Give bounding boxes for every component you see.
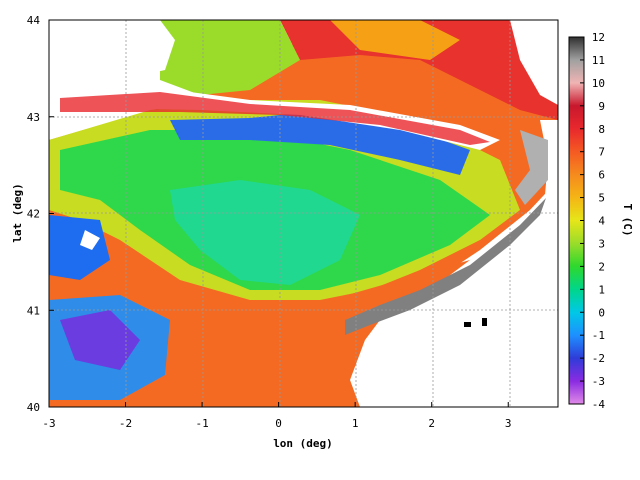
x-axis-label: lon (deg)	[273, 437, 333, 450]
colorbar-tick-label: 10	[592, 77, 605, 90]
y-tick-label: 41	[27, 304, 40, 317]
x-tick-label: 0	[275, 417, 282, 430]
y-tick-label: 44	[27, 14, 41, 27]
colorbar-tick-label: 7	[598, 146, 605, 159]
temperature-field	[49, 20, 558, 407]
colorbar-tick-label: 3	[598, 237, 605, 250]
x-tick-label: 1	[352, 417, 359, 430]
colorbar-tick-label: 1	[598, 283, 605, 296]
colorbar-tick-label: -1	[592, 329, 605, 342]
y-axis-label: lat (deg)	[11, 183, 24, 243]
colorbar-tick-label: 11	[592, 54, 605, 67]
colorbar-tick-label: 2	[598, 260, 605, 273]
colorbar-tick-label: 4	[598, 215, 605, 228]
colorbar-tick-label: 8	[598, 123, 605, 136]
x-tick-label: -2	[119, 417, 132, 430]
x-tick-label: -3	[42, 417, 55, 430]
y-axis: 40 41 42 43 44 lat (deg)	[11, 14, 54, 414]
colorbar-tick-label: -4	[592, 398, 606, 411]
colorbar-tick-label: 0	[598, 306, 605, 319]
y-tick-label: 40	[27, 401, 40, 414]
y-tick-label: 43	[27, 111, 40, 124]
colorbar-tick-label: -2	[592, 352, 605, 365]
colorbar-tick-label: 6	[598, 169, 605, 182]
map-plot-area	[49, 20, 558, 407]
x-tick-label: -1	[195, 417, 208, 430]
colorbar-tick-label: 5	[598, 192, 605, 205]
grid-lines	[49, 20, 558, 407]
colorbar-tick-label: 12	[592, 31, 605, 44]
x-tick-label: 3	[505, 417, 512, 430]
x-axis: -3 -2 -1 0 1 2 3 lon (deg)	[42, 402, 512, 450]
colorbar-label: T (C)	[621, 203, 634, 236]
x-tick-label: 2	[428, 417, 435, 430]
y-tick-label: 42	[27, 208, 40, 221]
colorbar-tick-label: 9	[598, 100, 605, 113]
colorbar-tick-label: -3	[592, 375, 605, 388]
